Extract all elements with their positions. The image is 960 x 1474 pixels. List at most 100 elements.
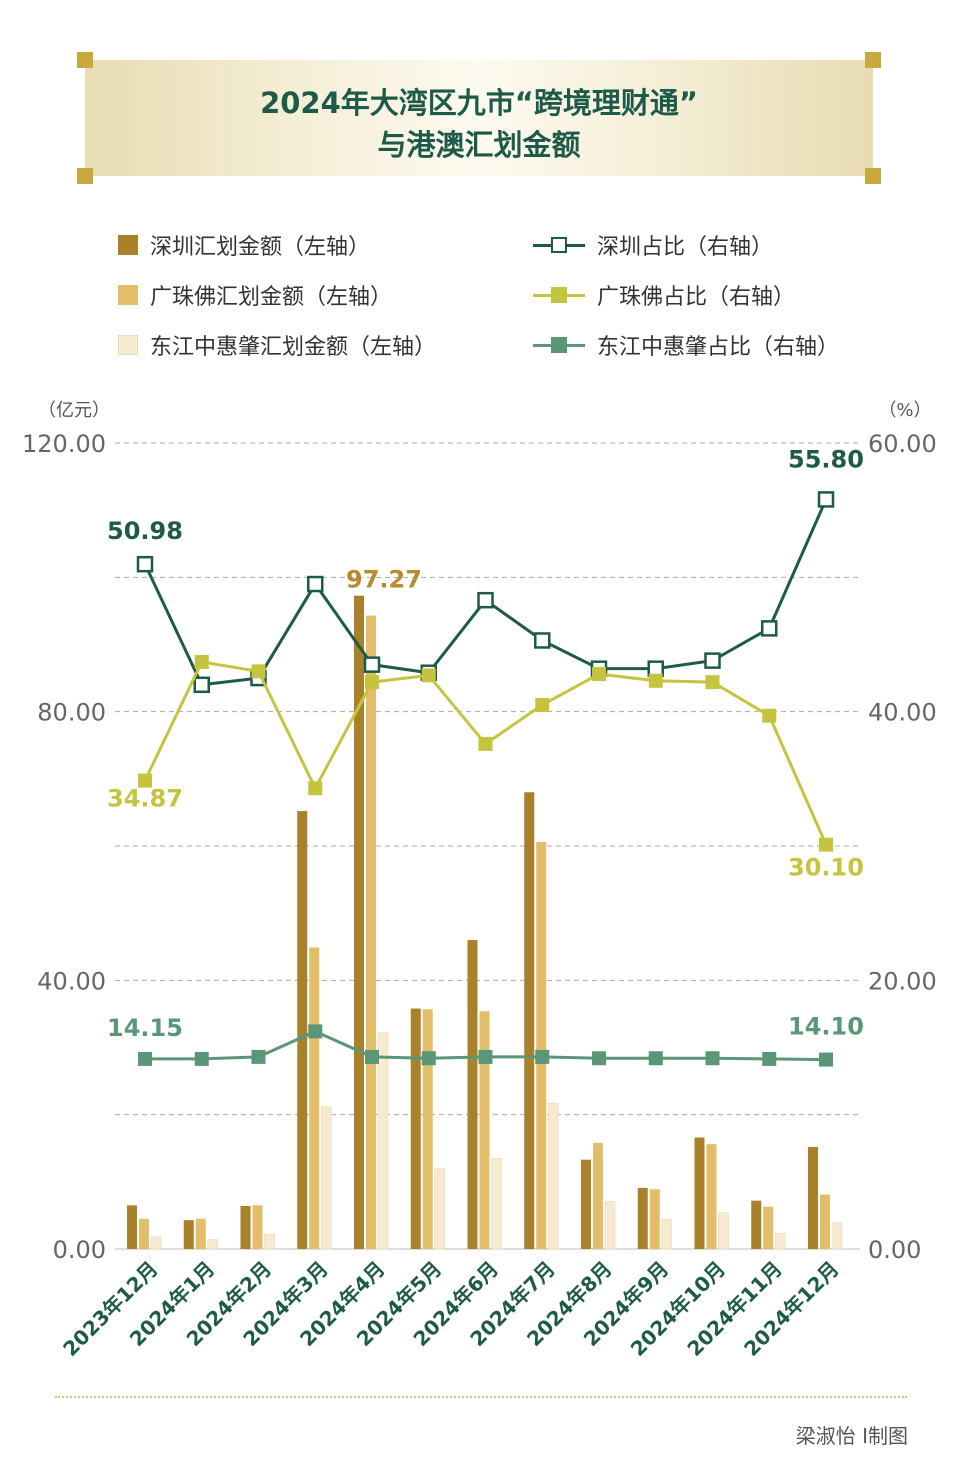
line-point bbox=[308, 1024, 323, 1039]
line-point bbox=[648, 1051, 663, 1066]
chart-title: 2024年大湾区九市“跨境理财通” bbox=[260, 86, 698, 120]
bar bbox=[320, 1106, 332, 1250]
bar bbox=[377, 1032, 389, 1250]
banner-corner bbox=[77, 168, 93, 184]
line-point bbox=[592, 1051, 606, 1066]
chart-plot: （亿元） （%） 0.00 40.00 80.00 120.00 0.00 20.00 40.0… bbox=[22, 400, 937, 1361]
right-tick-label: 0.00 bbox=[868, 1236, 921, 1264]
bar bbox=[434, 1168, 446, 1250]
line-point bbox=[705, 675, 720, 690]
banner-corner bbox=[865, 52, 881, 68]
line-point bbox=[704, 652, 721, 669]
data-label: 14.15 bbox=[107, 1014, 183, 1042]
bar bbox=[706, 1144, 717, 1249]
bar bbox=[127, 1205, 137, 1249]
bar bbox=[309, 947, 320, 1249]
bar bbox=[524, 792, 535, 1249]
chart-subtitle: 与港澳汇划金额 bbox=[377, 128, 581, 162]
right-tick-label: 40.00 bbox=[868, 699, 937, 727]
bar bbox=[718, 1212, 729, 1250]
data-label: 30.10 bbox=[788, 854, 864, 882]
data-label: 55.80 bbox=[788, 445, 864, 473]
bar bbox=[831, 1222, 843, 1250]
bar bbox=[649, 1189, 660, 1249]
line-point bbox=[762, 1051, 777, 1066]
line-point bbox=[535, 1049, 550, 1064]
line-point bbox=[648, 673, 663, 688]
line-point bbox=[477, 591, 494, 609]
legend-label: 东江中惠肇占比（右轴） bbox=[597, 335, 840, 360]
bar bbox=[195, 1218, 206, 1249]
line-point bbox=[817, 491, 835, 508]
bar bbox=[150, 1236, 162, 1250]
line-point bbox=[363, 656, 381, 673]
bar bbox=[491, 1158, 502, 1250]
left-axis-unit: （亿元） bbox=[38, 400, 110, 421]
legend-entry-gzf-share: 广珠佛占比（右轴） bbox=[533, 280, 795, 310]
bar bbox=[366, 615, 376, 1249]
legend-swatch bbox=[118, 335, 138, 355]
line-point bbox=[761, 620, 778, 637]
legend-line-marker bbox=[533, 285, 585, 305]
bar bbox=[604, 1201, 616, 1250]
line-point bbox=[421, 1051, 436, 1066]
line-point bbox=[365, 675, 379, 690]
bar bbox=[694, 1137, 705, 1249]
line-point bbox=[194, 1051, 209, 1066]
legend-label: 深圳占比（右轴） bbox=[597, 235, 774, 260]
data-label: 97.27 bbox=[346, 566, 422, 594]
right-tick-label: 60.00 bbox=[868, 430, 937, 458]
bar bbox=[661, 1219, 673, 1250]
line-point bbox=[478, 736, 493, 751]
legend-swatch bbox=[118, 235, 138, 255]
legend-entry-djzhz-amount: 东江中惠肇汇划金额（左轴） bbox=[118, 330, 436, 360]
line-point bbox=[819, 1052, 833, 1067]
bar bbox=[297, 811, 308, 1249]
bar bbox=[536, 841, 547, 1249]
legend-entry-shenzhen-amount: 深圳汇划金额（左轴） bbox=[118, 230, 370, 260]
legend-entry-shenzhen-share: 深圳占比（右轴） bbox=[533, 230, 773, 260]
bar bbox=[183, 1220, 194, 1249]
bar bbox=[763, 1206, 774, 1249]
line-point bbox=[138, 1051, 152, 1066]
line-point bbox=[136, 555, 154, 573]
bar bbox=[820, 1194, 830, 1249]
line-point bbox=[534, 632, 551, 649]
footer-divider bbox=[55, 1396, 907, 1398]
line-point bbox=[705, 1051, 720, 1066]
bar bbox=[354, 595, 364, 1249]
legend-label: 深圳汇划金额（左轴） bbox=[150, 235, 371, 260]
legend-label: 广珠佛汇划金额（左轴） bbox=[150, 285, 393, 310]
bar bbox=[252, 1205, 263, 1249]
line-point bbox=[762, 708, 777, 723]
bar bbox=[581, 1159, 591, 1249]
legend-label: 广珠佛占比（右轴） bbox=[597, 285, 796, 310]
banner-corner bbox=[77, 52, 93, 68]
line-point bbox=[647, 660, 664, 677]
line-point bbox=[819, 837, 833, 852]
bar bbox=[637, 1187, 648, 1249]
bar bbox=[774, 1233, 786, 1250]
line-point bbox=[478, 1049, 493, 1064]
bar bbox=[547, 1102, 559, 1250]
legend-label: 东江中惠肇汇划金额（左轴） bbox=[150, 335, 437, 360]
data-label: 34.87 bbox=[107, 785, 183, 813]
bar bbox=[751, 1200, 762, 1249]
bar bbox=[479, 1011, 490, 1249]
bar bbox=[593, 1142, 603, 1249]
line-point bbox=[251, 1049, 266, 1064]
line-point bbox=[535, 697, 550, 712]
legend-swatch bbox=[118, 285, 138, 305]
left-tick-label: 40.00 bbox=[37, 967, 106, 995]
left-tick-label: 80.00 bbox=[37, 699, 106, 727]
line-point bbox=[307, 575, 324, 593]
line-point bbox=[592, 667, 606, 682]
bar bbox=[139, 1218, 149, 1249]
left-tick-label: 120.00 bbox=[22, 430, 106, 458]
bar bbox=[467, 940, 478, 1249]
bar bbox=[808, 1146, 818, 1249]
line-point bbox=[421, 668, 436, 683]
legend-line-marker bbox=[533, 235, 585, 255]
bar bbox=[422, 1009, 433, 1249]
legend-entry-gzf-amount: 广珠佛汇划金额（左轴） bbox=[118, 280, 392, 310]
